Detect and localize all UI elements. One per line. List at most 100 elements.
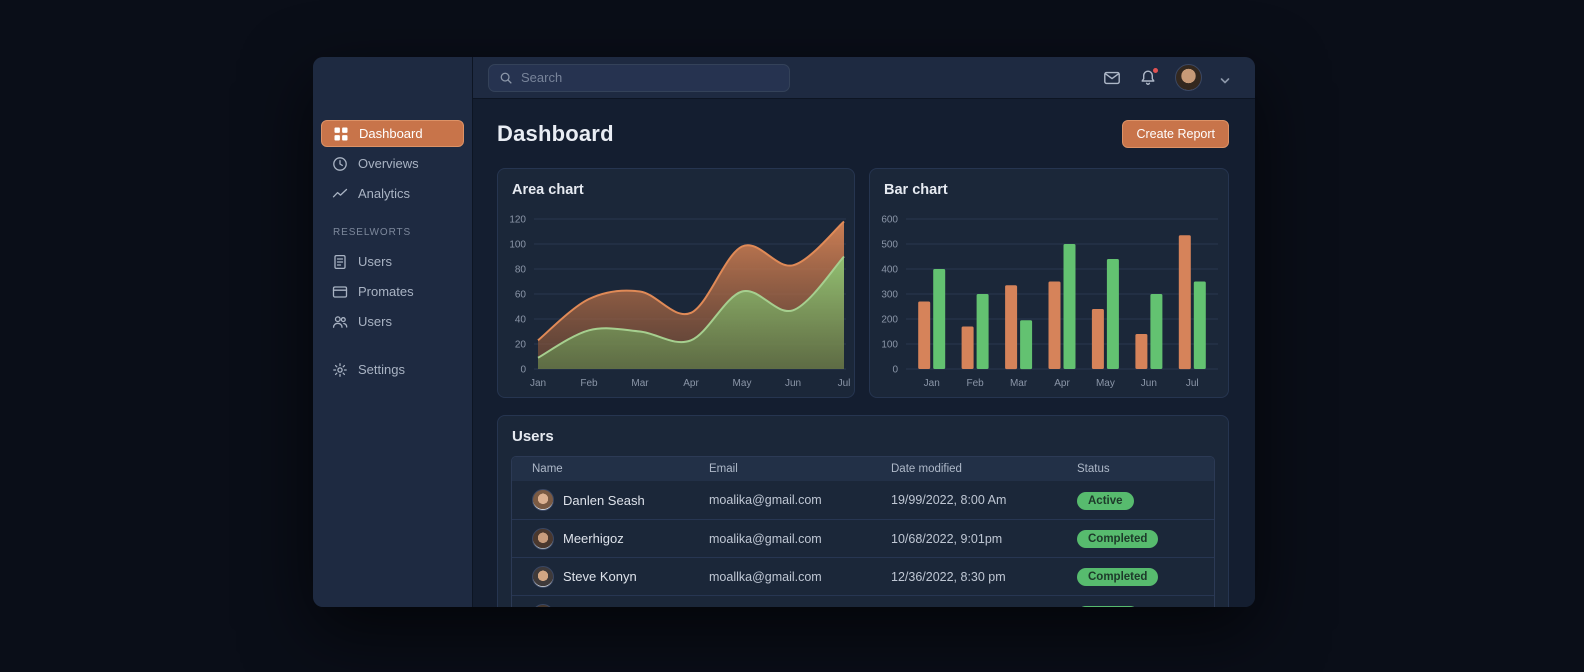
row-avatar <box>532 565 554 588</box>
search-box[interactable] <box>488 63 790 92</box>
bar-green <box>1150 294 1163 369</box>
card-icon <box>332 284 348 300</box>
svg-text:100: 100 <box>881 340 898 351</box>
svg-text:300: 300 <box>881 290 898 301</box>
svg-text:May: May <box>733 378 752 389</box>
dashboard-icon <box>333 126 349 142</box>
main-content: Dashboard Create Report Area chart 0 20 40… <box>473 99 1255 607</box>
page-title: Dashboard <box>497 120 614 146</box>
svg-text:100: 100 <box>509 240 526 251</box>
sidebar-item-settings[interactable]: Settings <box>321 356 464 383</box>
svg-text:Apr: Apr <box>1054 378 1070 389</box>
sidebar-footer-group: Settings <box>321 356 464 383</box>
cell-email: moalika@gmail.com <box>709 531 822 546</box>
table-row[interactable]: Steve Konyn moallka@gmail.com 12/36/2022, … <box>512 557 1214 595</box>
sidebar-item-users[interactable]: Users <box>321 248 464 275</box>
cell-email: moallka@gmail.com <box>709 569 822 584</box>
cell-date-modified: 19/99/2022, 8:00 Am <box>891 493 1007 507</box>
svg-text:Jul: Jul <box>1186 378 1199 389</box>
svg-text:0: 0 <box>520 365 526 376</box>
bar-orange <box>961 326 974 369</box>
bar-orange <box>1135 334 1148 369</box>
mail-icon[interactable] <box>1103 69 1121 87</box>
row-avatar <box>532 603 554 607</box>
page-header: Dashboard Create Report <box>497 119 1229 148</box>
sidebar: Dashboard Overviews Analytics RESELWORTS U… <box>313 57 473 607</box>
svg-text:Jan: Jan <box>530 378 546 389</box>
cell-status: Completed <box>1077 567 1194 586</box>
sidebar-section-label: RESELWORTS <box>333 227 412 238</box>
user-avatar[interactable] <box>1175 64 1202 91</box>
bar-green <box>1063 244 1076 369</box>
column-header-name: Name <box>532 463 563 475</box>
create-report-button[interactable]: Create Report <box>1122 119 1229 148</box>
charts-row: Area chart 0 20 40 60 80 100 120 Jan Feb Mar Apr Ma… <box>497 168 1229 398</box>
sidebar-item-overviews[interactable]: Overviews <box>321 150 464 177</box>
cell-date-modified: 10/68/2022, 9:01pm <box>891 531 1003 546</box>
svg-text:60: 60 <box>515 290 527 301</box>
users-card: Users Name Email Date modified Status Danle… <box>497 415 1229 607</box>
file-icon <box>332 254 348 270</box>
area-chart-card: Area chart 0 20 40 60 80 100 120 Jan Feb Mar Apr Ma… <box>497 168 855 398</box>
table-row[interactable] <box>512 595 1214 607</box>
table-body: Danlen Seash moalika@gmail.com 19/99/2022,… <box>512 481 1214 607</box>
notification-dot <box>1152 66 1159 74</box>
status-badge <box>1077 606 1139 607</box>
topbar <box>473 57 1255 99</box>
clock-icon <box>332 156 348 172</box>
area-series-green <box>537 255 845 369</box>
cell-status: Completed <box>1077 529 1194 548</box>
sidebar-item-promates[interactable]: Promates <box>321 278 464 305</box>
svg-text:Mar: Mar <box>1010 378 1028 389</box>
bar-green <box>1020 320 1033 370</box>
svg-text:Jun: Jun <box>785 378 801 389</box>
svg-text:Feb: Feb <box>967 378 985 389</box>
bar-green <box>1106 259 1119 369</box>
table-row[interactable]: Meerhigoz moalika@gmail.com 10/68/2022, 9:… <box>512 519 1214 557</box>
sidebar-item-label: Users <box>358 254 392 269</box>
sidebar-spacer <box>321 338 464 356</box>
search-input[interactable] <box>521 70 779 85</box>
cell-status <box>1077 605 1194 607</box>
svg-text:40: 40 <box>515 315 527 326</box>
column-header-email: Email <box>709 463 738 475</box>
svg-text:0: 0 <box>892 365 898 376</box>
sidebar-item-label: Dashboard <box>359 126 423 141</box>
sidebar-item-label: Users <box>358 314 392 329</box>
bar-green <box>976 294 989 369</box>
svg-text:Mar: Mar <box>631 378 649 389</box>
column-header-status: Status <box>1077 463 1110 475</box>
column-header-date-modified: Date modified <box>891 463 962 475</box>
status-badge: Active <box>1077 491 1134 510</box>
bell-icon[interactable] <box>1139 66 1159 87</box>
svg-text:Feb: Feb <box>580 378 598 389</box>
bar-chart-plot: 0 100 200 300 400 500 600 Jan Feb Mar Apr May Jun Jul <box>881 215 1218 389</box>
table-row[interactable]: Danlen Seash moalika@gmail.com 19/99/2022,… <box>512 481 1214 519</box>
sidebar-item-dashboard[interactable]: Dashboard <box>321 120 464 147</box>
cell-name: Meerhigoz <box>532 527 709 550</box>
bar-orange <box>1178 235 1191 370</box>
svg-text:Jun: Jun <box>1141 378 1157 389</box>
sidebar-item-label: Settings <box>358 362 405 377</box>
area-chart-plot: 0 20 40 60 80 100 120 Jan Feb Mar Apr May Jun Jul <box>509 215 850 390</box>
sidebar-item-analytics[interactable]: Analytics <box>321 180 464 207</box>
svg-text:200: 200 <box>881 315 898 326</box>
cell-email: moalika@gmail.com <box>709 493 822 507</box>
sidebar-item-label: Overviews <box>358 156 419 171</box>
bar-orange <box>918 301 931 369</box>
cell-date-modified: 12/36/2022, 8:30 pm <box>891 569 1006 584</box>
search-icon <box>500 72 512 84</box>
chevron-down-icon[interactable] <box>1220 73 1230 83</box>
svg-text:120: 120 <box>509 215 526 226</box>
row-avatar <box>532 489 554 511</box>
trend-icon <box>332 186 348 202</box>
cell-status: Active <box>1077 491 1194 510</box>
svg-text:May: May <box>1096 378 1115 389</box>
gear-icon <box>332 362 348 378</box>
bar-chart-title: Bar chart <box>884 182 948 198</box>
sidebar-item-users[interactable]: Users <box>321 308 464 335</box>
cell-name: Danlen Seash <box>532 489 709 511</box>
people-icon <box>332 314 348 330</box>
user-name: Steve Konyn <box>563 569 637 584</box>
svg-text:600: 600 <box>881 215 898 226</box>
